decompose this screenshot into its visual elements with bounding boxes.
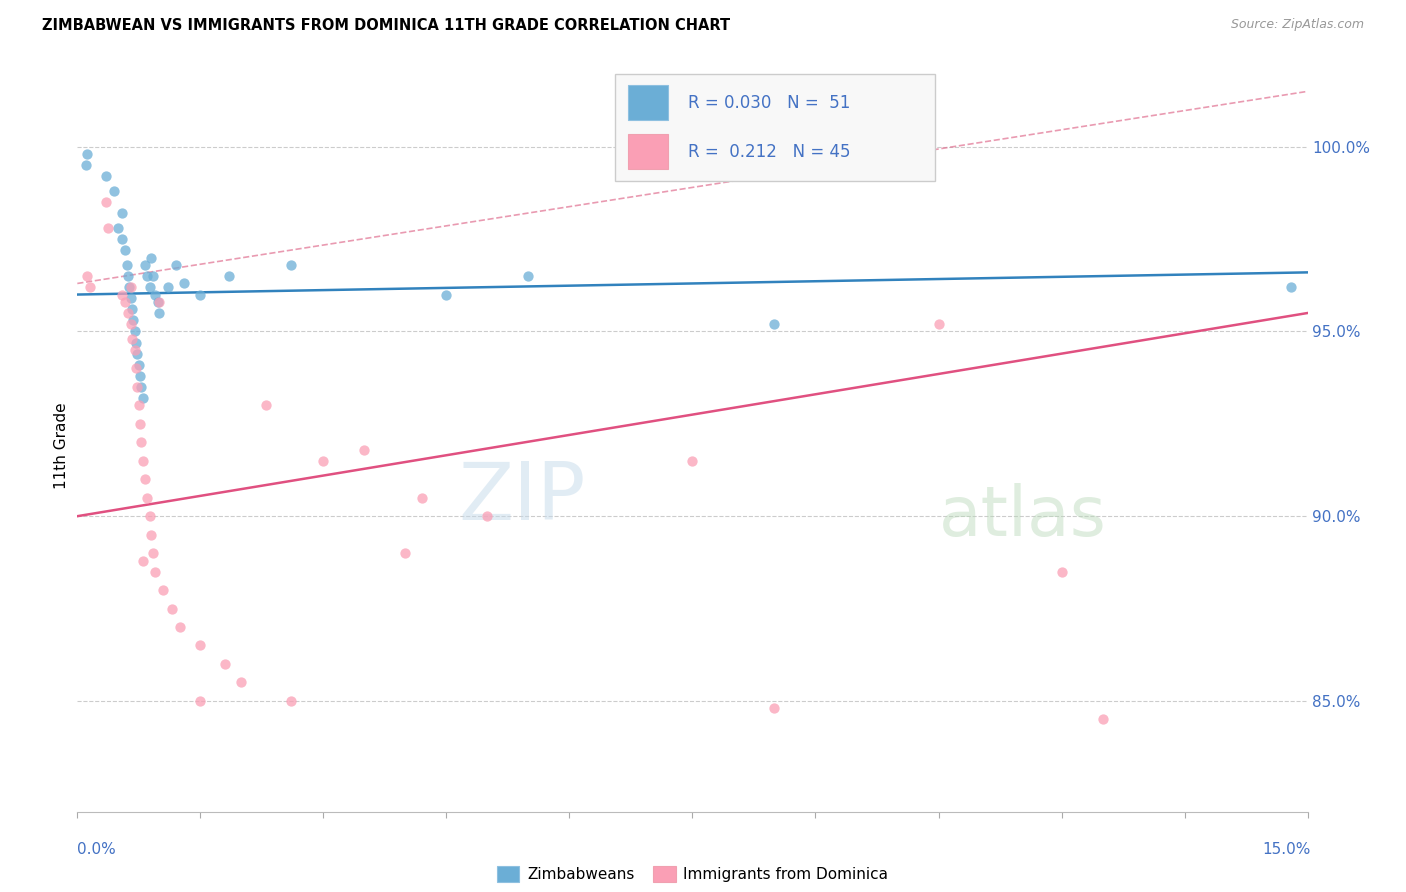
Point xyxy=(111,232,134,246)
Point xyxy=(125,335,148,350)
Point xyxy=(111,287,134,301)
Point xyxy=(103,184,125,198)
Point xyxy=(214,657,236,671)
Point xyxy=(118,280,141,294)
Point xyxy=(254,398,277,412)
Point xyxy=(148,306,170,320)
Point xyxy=(94,169,117,184)
Point xyxy=(125,361,148,376)
Text: Source: ZipAtlas.com: Source: ZipAtlas.com xyxy=(1230,18,1364,31)
Point xyxy=(1279,280,1302,294)
Text: 0.0%: 0.0% xyxy=(77,842,117,856)
Point xyxy=(131,435,153,450)
Point xyxy=(1091,712,1114,726)
Point xyxy=(477,509,499,524)
Text: ZIP: ZIP xyxy=(458,458,586,537)
Point xyxy=(188,639,212,653)
Point xyxy=(928,317,950,331)
FancyBboxPatch shape xyxy=(628,134,668,169)
Point xyxy=(141,527,163,541)
Text: R = 0.030   N =  51: R = 0.030 N = 51 xyxy=(688,94,851,112)
Point xyxy=(763,701,786,715)
Point xyxy=(117,306,139,320)
Point xyxy=(280,258,302,272)
Point xyxy=(124,325,146,339)
Text: R =  0.212   N = 45: R = 0.212 N = 45 xyxy=(688,143,851,161)
Point xyxy=(107,221,129,235)
Point xyxy=(97,221,120,235)
Point xyxy=(160,601,183,615)
Legend: Zimbabweans, Immigrants from Dominica: Zimbabweans, Immigrants from Dominica xyxy=(491,860,894,888)
Point xyxy=(143,287,166,301)
Point xyxy=(165,258,187,272)
Point xyxy=(121,332,143,346)
Point xyxy=(76,147,98,161)
Point xyxy=(141,251,163,265)
Point xyxy=(763,317,786,331)
Point xyxy=(115,258,138,272)
Text: atlas: atlas xyxy=(939,483,1107,549)
Point xyxy=(132,391,155,405)
Point xyxy=(136,268,159,283)
Point xyxy=(124,343,146,357)
Point xyxy=(152,583,174,598)
Point xyxy=(134,258,156,272)
Point xyxy=(131,380,153,394)
Point xyxy=(114,294,136,309)
Point xyxy=(128,358,150,372)
Point xyxy=(188,287,212,301)
Point xyxy=(127,346,149,360)
Point xyxy=(1050,565,1073,579)
Point xyxy=(111,206,134,220)
Point xyxy=(94,195,117,210)
Point xyxy=(75,158,97,172)
Point xyxy=(394,546,416,560)
Point xyxy=(312,454,335,468)
Y-axis label: 11th Grade: 11th Grade xyxy=(53,402,69,490)
Point xyxy=(411,491,433,505)
Point xyxy=(138,280,160,294)
Point xyxy=(682,454,704,468)
Point xyxy=(231,675,253,690)
Point xyxy=(156,280,179,294)
Point xyxy=(120,291,142,305)
FancyBboxPatch shape xyxy=(628,85,668,120)
Point xyxy=(218,268,240,283)
Point xyxy=(132,553,155,567)
Point xyxy=(138,509,160,524)
Point xyxy=(114,244,136,258)
Point xyxy=(129,368,152,383)
Point xyxy=(127,380,149,394)
Point xyxy=(146,294,169,309)
Point xyxy=(142,546,165,560)
Point xyxy=(120,317,142,331)
Point xyxy=(353,442,375,457)
Point xyxy=(129,417,152,431)
FancyBboxPatch shape xyxy=(614,74,935,180)
Point xyxy=(122,313,145,327)
Point xyxy=(120,280,142,294)
Point xyxy=(173,277,195,291)
Point xyxy=(188,694,212,708)
Point xyxy=(136,491,159,505)
Text: ZIMBABWEAN VS IMMIGRANTS FROM DOMINICA 11TH GRADE CORRELATION CHART: ZIMBABWEAN VS IMMIGRANTS FROM DOMINICA 1… xyxy=(42,18,730,33)
Point xyxy=(76,268,98,283)
Point xyxy=(117,268,139,283)
Text: 15.0%: 15.0% xyxy=(1263,842,1310,856)
Point xyxy=(121,302,143,317)
Point xyxy=(143,565,166,579)
Point xyxy=(128,398,150,412)
Point xyxy=(142,268,165,283)
Point xyxy=(134,472,156,486)
Point xyxy=(79,280,101,294)
Point xyxy=(280,694,302,708)
Point xyxy=(517,268,540,283)
Point xyxy=(132,454,155,468)
Point xyxy=(148,294,170,309)
Point xyxy=(169,620,191,634)
Point xyxy=(436,287,458,301)
